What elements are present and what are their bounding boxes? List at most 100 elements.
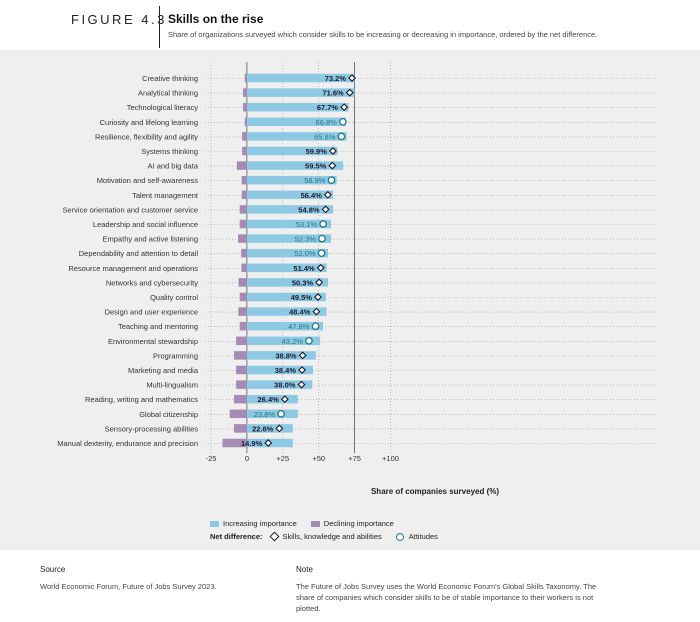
declining-bar bbox=[241, 248, 247, 258]
net-value-label: 38.4% bbox=[275, 366, 297, 375]
figure-header: FIGURE 4.3 Skills on the rise Share of o… bbox=[0, 0, 700, 50]
net-value-label: 38.8% bbox=[275, 351, 297, 360]
increasing-bar bbox=[246, 73, 355, 83]
declining-bar bbox=[233, 394, 247, 404]
increasing-bar bbox=[246, 263, 327, 273]
source-heading: Source bbox=[40, 565, 66, 574]
skill-marker bbox=[298, 366, 307, 374]
declining-bar bbox=[239, 292, 247, 302]
net-value-label: 59.9% bbox=[306, 147, 328, 156]
declining-bar bbox=[243, 102, 247, 112]
skill-marker bbox=[316, 263, 325, 272]
net-value-label: 52.0% bbox=[294, 249, 316, 258]
skill-marker bbox=[314, 293, 322, 301]
declining-bar bbox=[236, 365, 247, 375]
category-label: Systems thinking bbox=[141, 147, 198, 156]
category-label: Leadership and social influence bbox=[93, 220, 198, 229]
chart-subtitle: Share of organizations surveyed which co… bbox=[168, 30, 598, 39]
declining-bar bbox=[236, 161, 247, 170]
category-label: Marketing and media bbox=[128, 366, 199, 375]
skill-marker bbox=[297, 380, 306, 389]
net-value-label: 73.2% bbox=[325, 74, 347, 83]
net-value-label: 56.4% bbox=[301, 191, 323, 200]
declining-bar bbox=[239, 205, 247, 214]
note-text-line-3: plotted. bbox=[296, 604, 321, 613]
legend-net-row: Net difference: Skills, knowledge and ab… bbox=[210, 531, 438, 542]
declining-bar bbox=[233, 424, 247, 433]
legend-attitudes-label: Attitudes bbox=[408, 532, 438, 541]
skill-marker bbox=[264, 439, 273, 447]
increasing-bar bbox=[246, 278, 329, 287]
declining-bar bbox=[229, 409, 247, 419]
increasing-bar bbox=[246, 292, 326, 302]
declining-bar bbox=[239, 321, 247, 331]
increasing-bar bbox=[246, 132, 347, 141]
note-text-line-2: share of companies which consider skills… bbox=[296, 593, 594, 602]
skill-marker bbox=[321, 205, 330, 214]
legend-increasing-label: Increasing importance bbox=[223, 519, 297, 528]
figure-label: FIGURE 4.3 bbox=[71, 12, 167, 27]
declining-bar bbox=[244, 73, 247, 83]
net-value-label: 58.9% bbox=[304, 176, 326, 185]
increasing-bar bbox=[246, 380, 313, 389]
increasing-bar bbox=[246, 161, 344, 170]
figure-footer: Source World Economic Forum, Future of J… bbox=[0, 550, 700, 622]
category-label: Dependability and attention to detail bbox=[79, 249, 199, 258]
declining-bar bbox=[243, 88, 247, 97]
increasing-bar bbox=[246, 117, 346, 127]
diamond-icon bbox=[269, 531, 279, 542]
category-label: Quality control bbox=[150, 293, 198, 302]
category-label: Motivation and self-awareness bbox=[97, 176, 199, 185]
x-tick-label: +25 bbox=[276, 454, 289, 463]
category-label: Multi-lingualism bbox=[146, 381, 198, 390]
category-label: Technological literacy bbox=[127, 103, 199, 112]
net-value-label: 49.5% bbox=[291, 293, 313, 302]
category-label: Reading, writing and mathematics bbox=[85, 395, 198, 404]
legend-skills-label: Skills, knowledge and abilities bbox=[282, 532, 382, 541]
skill-marker bbox=[312, 307, 321, 316]
skill-marker bbox=[275, 424, 284, 433]
declining-bar bbox=[238, 307, 247, 316]
skill-marker bbox=[315, 278, 324, 287]
attitude-marker bbox=[327, 176, 336, 185]
increasing-bar bbox=[246, 234, 331, 243]
category-label: AI and big data bbox=[148, 162, 199, 171]
attitude-marker bbox=[337, 132, 346, 141]
skill-marker bbox=[340, 103, 349, 112]
net-value-label: 26.4% bbox=[258, 395, 280, 404]
increasing-bar bbox=[246, 219, 331, 229]
category-label: Resilience, flexibility and agility bbox=[95, 132, 198, 141]
net-value-label: 66.8% bbox=[316, 118, 338, 127]
skill-marker bbox=[348, 74, 356, 82]
attitude-marker bbox=[338, 117, 347, 126]
attitude-marker bbox=[319, 220, 328, 228]
chart-title: Skills on the rise bbox=[168, 12, 264, 26]
net-value-label: 59.5% bbox=[305, 162, 327, 171]
source-text: World Economic Forum, Future of Jobs Sur… bbox=[40, 582, 217, 591]
increasing-bar bbox=[246, 146, 338, 156]
declining-bar bbox=[241, 263, 247, 273]
net-value-label: 22.6% bbox=[252, 424, 274, 433]
attitude-marker bbox=[305, 336, 313, 345]
increasing-bar bbox=[246, 336, 321, 346]
net-value-label: 38.0% bbox=[274, 381, 296, 390]
increasing-bar bbox=[246, 307, 327, 316]
increasing-bar bbox=[246, 88, 355, 97]
increasing-bar bbox=[246, 394, 298, 404]
circle-icon bbox=[395, 532, 404, 541]
net-value-label: 54.8% bbox=[298, 205, 320, 214]
attitude-marker bbox=[317, 249, 326, 258]
category-label: Programming bbox=[153, 351, 198, 360]
declining-swatch bbox=[310, 520, 320, 527]
attitude-marker bbox=[277, 409, 285, 418]
net-value-label: 23.8% bbox=[254, 410, 276, 419]
net-value-label: 14.9% bbox=[241, 439, 263, 448]
declining-bar bbox=[242, 132, 247, 141]
declining-bar bbox=[241, 175, 247, 185]
x-tick-label: 0 bbox=[245, 454, 249, 463]
category-label: Teaching and mentoring bbox=[118, 322, 198, 331]
increasing-bar bbox=[246, 365, 313, 375]
note-text-line-1: The Future of Jobs Survey uses the World… bbox=[296, 582, 597, 591]
category-label: Global citizenship bbox=[139, 410, 198, 419]
attitude-marker bbox=[318, 234, 326, 243]
